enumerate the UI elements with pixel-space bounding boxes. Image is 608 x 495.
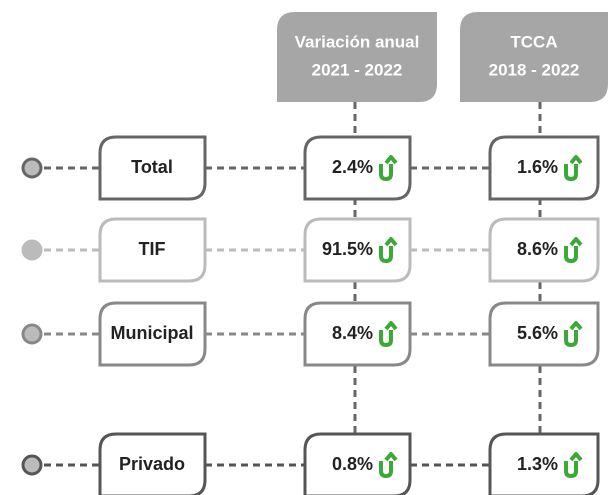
up-arrow-icon: [379, 237, 398, 263]
header-box: [460, 12, 608, 102]
value-text: 2.4%: [332, 157, 373, 177]
label-box: [98, 432, 207, 495]
row-dot: [21, 454, 43, 476]
up-arrow-icon: [564, 452, 583, 478]
row-label: Privado: [119, 454, 185, 474]
up-arrow-icon: [379, 155, 398, 181]
value-box: [488, 432, 600, 495]
value-box: [303, 217, 412, 283]
header-text: TCCA: [510, 32, 557, 51]
value-text: 0.8%: [332, 454, 373, 474]
header-text: 2018 - 2022: [489, 60, 580, 79]
up-arrow-icon: [379, 321, 398, 347]
label-box: [98, 301, 207, 367]
row-label: TIF: [139, 239, 166, 259]
value-text: 8.4%: [332, 323, 373, 343]
value-text: 1.3%: [517, 454, 558, 474]
header-text: 2021 - 2022: [312, 60, 403, 79]
up-arrow-icon: [564, 321, 583, 347]
value-box: [488, 217, 600, 283]
value-text: 91.5%: [322, 239, 373, 259]
row-dot: [21, 323, 43, 345]
header-box: [277, 12, 437, 102]
label-box: [98, 217, 207, 283]
up-arrow-icon: [564, 237, 583, 263]
value-text: 8.6%: [517, 239, 558, 259]
value-text: 5.6%: [517, 323, 558, 343]
row-dot: [21, 157, 43, 179]
row-label: Total: [131, 157, 173, 177]
up-arrow-icon: [564, 155, 583, 181]
row-dot: [21, 239, 43, 261]
value-text: 1.6%: [517, 157, 558, 177]
value-box: [303, 432, 412, 495]
value-box: [488, 135, 600, 201]
row-label: Municipal: [110, 323, 193, 343]
up-arrow-icon: [379, 452, 398, 478]
header-text: Variación anual: [295, 32, 420, 51]
value-box: [488, 301, 600, 367]
value-box: [303, 135, 412, 201]
value-box: [303, 301, 412, 367]
label-box: [98, 135, 207, 201]
